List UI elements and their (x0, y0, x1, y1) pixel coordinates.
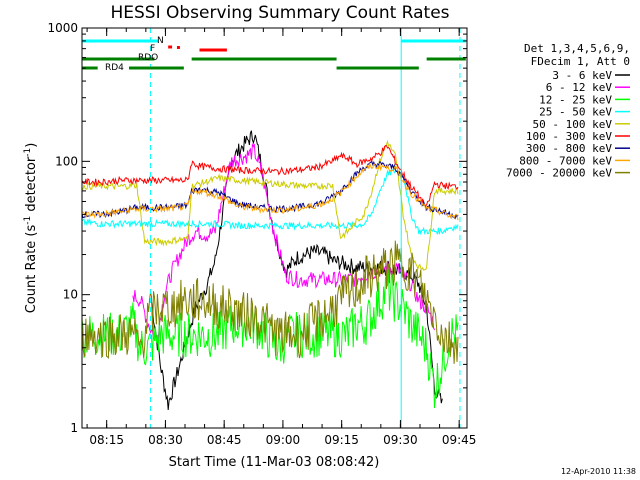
flag-rd4: RD4 (82, 63, 419, 73)
flag-label: RD4 (105, 63, 124, 73)
series-line (81, 240, 459, 364)
flag-label: F (150, 44, 155, 54)
legend-entry-label: 25 - 50 keV (539, 106, 612, 119)
x-axis: 08:15 08:30 08:45 09:00 09:15 09:30 09:45 (86, 28, 477, 447)
flag-n: N (82, 36, 466, 46)
flag-point (176, 46, 180, 49)
series-300-800-kev (81, 160, 459, 220)
flag-label: RDO (138, 53, 158, 63)
x-tick-label: 09:30 (383, 433, 418, 447)
x-tick-label: 08:45 (207, 433, 242, 447)
x-tick-label: 09:00 (266, 433, 301, 447)
series-800-7000-kev (82, 161, 459, 221)
series-100-300-kev (81, 145, 459, 207)
legend-entry-label: 6 - 12 keV (546, 81, 613, 94)
plot-frame (81, 27, 468, 429)
x-tick-label: 08:30 (148, 433, 183, 447)
series-7000-20000-kev (81, 240, 459, 364)
y-tick-label: 10 (63, 288, 78, 302)
series-line (151, 130, 443, 411)
series-3-6-kev (151, 130, 443, 411)
series-line (81, 160, 459, 220)
legend-entry-label: 300 - 800 keV (526, 142, 612, 155)
flag-rdo: RDO (82, 53, 466, 63)
legend-entry-label: 100 - 300 keV (526, 130, 612, 143)
series-line (81, 145, 459, 207)
series-6-12-kev (132, 142, 435, 343)
footer-timestamp: 12-Apr-2010 11:38 (561, 467, 636, 476)
x-tick-label: 09:15 (324, 433, 359, 447)
flag-label: N (157, 36, 164, 46)
legend-entry-label: 50 - 100 keV (533, 118, 613, 131)
legend-entry-label: 3 - 6 keV (552, 69, 612, 82)
legend-header-line-2: FDecim 1, Att 0 (531, 55, 630, 68)
series-line (81, 139, 459, 271)
legend-entry-label: 12 - 25 keV (539, 93, 612, 106)
x-tick-label: 08:15 (89, 433, 124, 447)
chart-title: HESSI Observing Summary Count Rates (110, 3, 449, 23)
x-tick-label: 09:45 (442, 433, 477, 447)
y-axis: 1 10 100 1000 (47, 21, 467, 435)
y-tick-label: 1 (70, 421, 78, 435)
legend-entry-label: 7000 - 20000 keV (506, 167, 612, 180)
y-axis-label: Count Rate (s-1 detector-1) (23, 143, 39, 314)
legend-header-line-1: Det 1,3,4,5,6,9, (524, 42, 630, 55)
y-tick-label: 1000 (47, 21, 78, 35)
series-line (81, 168, 459, 236)
series-line (82, 161, 459, 221)
series-line (132, 142, 435, 343)
y-tick-label: 100 (55, 154, 78, 168)
series-25-50-kev (81, 168, 459, 236)
x-axis-label: Start Time (11-Mar-03 08:08:42) (169, 455, 380, 470)
legend-entry-label: 800 - 7000 keV (519, 154, 612, 167)
series-50-100-kev (81, 139, 459, 271)
flag-f: F (150, 44, 180, 54)
